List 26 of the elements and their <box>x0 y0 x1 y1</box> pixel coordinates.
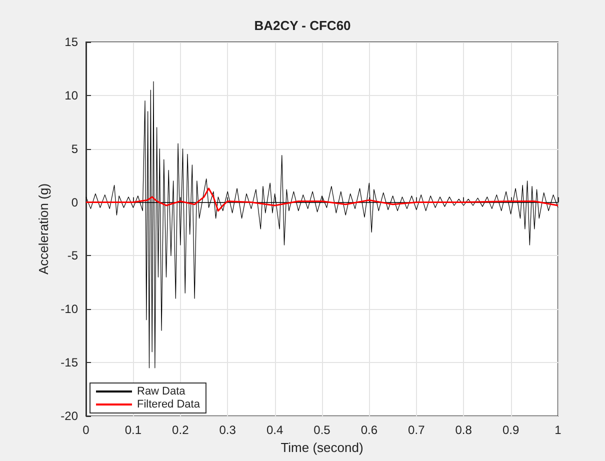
y-tick-label: 0 <box>71 195 78 210</box>
x-tick-label: 0 <box>82 423 90 437</box>
y-tick-label: -15 <box>60 356 78 370</box>
x-tick-label: 0.8 <box>455 423 472 437</box>
y-tick-label: 10 <box>64 88 78 102</box>
x-tick-label: 0.3 <box>219 423 236 437</box>
chart-title: BA2CY - CFC60 <box>254 18 351 33</box>
x-tick-label: 0.7 <box>408 423 426 437</box>
x-axis-title: Time (second) <box>280 440 364 455</box>
x-tick-label: 1 <box>554 423 562 437</box>
legend-label: Filtered Data <box>137 398 201 410</box>
line-series <box>86 81 558 368</box>
x-tick-label: 0.1 <box>124 423 142 437</box>
y-tick-label: -20 <box>60 409 78 423</box>
y-tick-label: 15 <box>64 35 78 49</box>
x-tick-label: 0.6 <box>360 423 378 437</box>
x-tick-label: 0.5 <box>314 423 331 437</box>
x-tick-label: 0.9 <box>502 423 520 437</box>
legend-label: Raw Data <box>137 386 186 398</box>
y-axis-title: Acceleration (g) <box>36 183 51 275</box>
y-tick-label: -10 <box>60 302 78 316</box>
x-tick-label: 0.4 <box>266 423 284 437</box>
line-series <box>85 188 559 212</box>
x-tick-label: 0.2 <box>172 423 190 437</box>
y-tick-label: -5 <box>67 248 78 263</box>
y-tick-label: 5 <box>71 142 78 156</box>
